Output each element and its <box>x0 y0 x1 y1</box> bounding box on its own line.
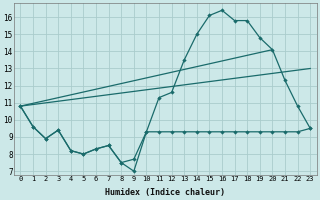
X-axis label: Humidex (Indice chaleur): Humidex (Indice chaleur) <box>105 188 225 197</box>
